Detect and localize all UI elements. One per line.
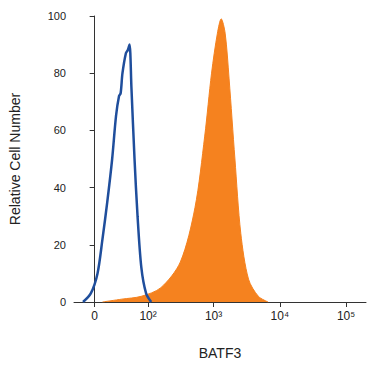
svg-text:10²: 10² [139, 309, 156, 323]
svg-text:10⁴: 10⁴ [271, 309, 290, 323]
svg-text:10⁵: 10⁵ [337, 309, 355, 323]
svg-text:100: 100 [48, 10, 66, 22]
svg-text:40: 40 [54, 182, 66, 194]
svg-text:60: 60 [54, 124, 66, 136]
svg-text:0: 0 [60, 296, 66, 308]
svg-text:80: 80 [54, 67, 66, 79]
svg-text:BATF3: BATF3 [199, 345, 242, 361]
svg-text:Relative Cell Number: Relative Cell Number [7, 93, 23, 226]
svg-text:0: 0 [91, 309, 98, 323]
svg-text:20: 20 [54, 239, 66, 251]
svg-text:10³: 10³ [205, 309, 222, 323]
